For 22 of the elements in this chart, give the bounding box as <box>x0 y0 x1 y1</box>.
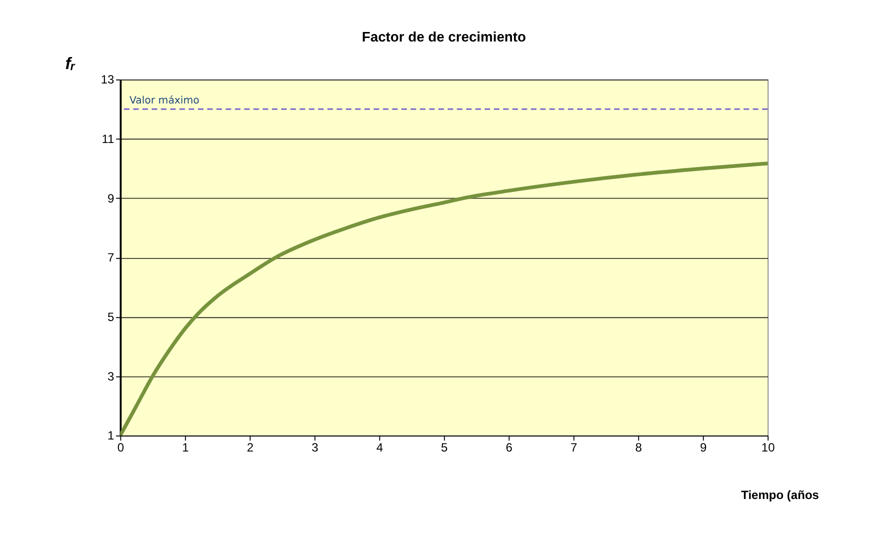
x-tick-label: 3 <box>312 440 319 455</box>
y-tick-label: 13 <box>100 72 115 87</box>
y-tick-label: 9 <box>108 191 115 206</box>
x-tick-label: 6 <box>506 440 513 455</box>
x-tick-label: 4 <box>376 440 384 455</box>
x-tick-label: 0 <box>117 440 124 455</box>
x-tick-label: 8 <box>635 440 642 455</box>
y-tick-label: 3 <box>108 369 115 384</box>
chart-title: Factor de de crecimiento <box>362 28 526 45</box>
x-axis-title: Tiempo (años <box>741 488 820 502</box>
x-tick-label: 10 <box>761 440 776 455</box>
x-tick-label: 7 <box>570 440 578 455</box>
y-axis-title: fᵣ <box>65 54 76 73</box>
x-tick-label: 9 <box>700 440 708 455</box>
x-tick-label: 2 <box>246 440 254 455</box>
y-tick-label: 1 <box>108 428 115 443</box>
ref-line-label: Valor máximo <box>129 94 200 107</box>
y-tick-label: 7 <box>108 250 115 265</box>
y-tick-label: 11 <box>102 132 115 146</box>
x-tick-label: 5 <box>441 440 448 455</box>
x-tick-label: 1 <box>182 440 190 455</box>
y-tick-label: 5 <box>108 310 115 324</box>
